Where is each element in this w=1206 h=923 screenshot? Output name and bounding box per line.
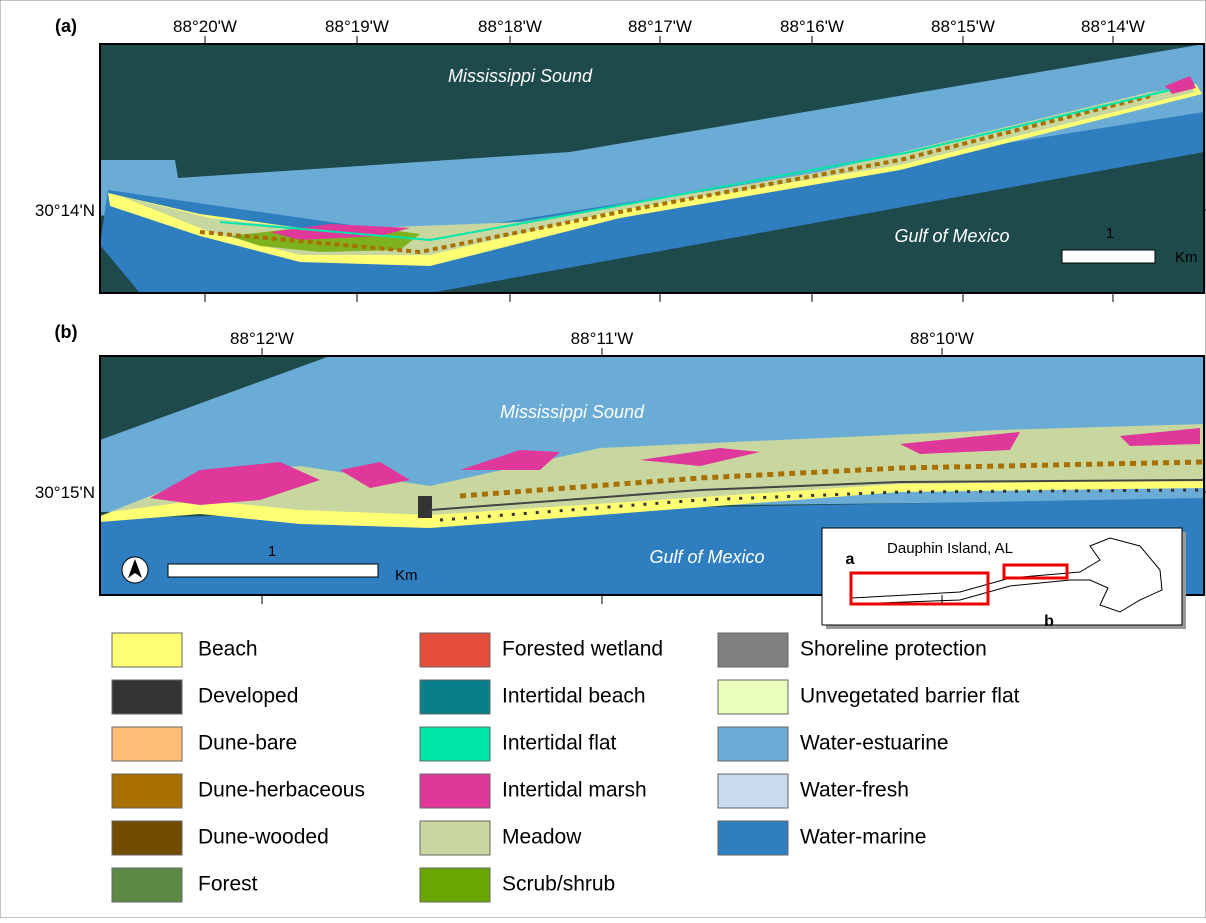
legend-swatch	[718, 727, 788, 761]
place-name: Mississippi Sound	[448, 66, 593, 86]
legend-label: Water-fresh	[800, 779, 909, 802]
legend-swatch	[420, 821, 490, 855]
legend-label: Scrub/shrub	[502, 873, 615, 896]
legend-swatch	[420, 727, 490, 761]
legend-swatch	[718, 633, 788, 667]
legend-label: Intertidal marsh	[502, 779, 647, 802]
inset-title: Dauphin Island, AL	[887, 540, 1013, 557]
lon-tick-label: 88°15'W	[931, 17, 995, 36]
scale-unit: Km	[395, 567, 418, 584]
place-name: Gulf of Mexico	[649, 547, 764, 567]
lon-tick-label: 88°17'W	[628, 17, 692, 36]
legend-swatch	[112, 868, 182, 902]
legend-swatch	[420, 633, 490, 667]
legend-label: Water-marine	[800, 826, 926, 849]
legend-label: Intertidal beach	[502, 685, 646, 708]
panel-label: (b)	[55, 322, 78, 342]
legend-label: Meadow	[502, 826, 582, 849]
legend-swatch	[112, 821, 182, 855]
legend-swatch	[112, 727, 182, 761]
legend-swatch	[420, 680, 490, 714]
legend-label: Dune-bare	[198, 732, 297, 755]
legend-swatch	[420, 774, 490, 808]
lon-tick-label: 88°14'W	[1081, 17, 1145, 36]
legend-label: Dune-herbaceous	[198, 779, 365, 802]
place-name: Mississippi Sound	[500, 402, 645, 422]
legend-swatch	[420, 868, 490, 902]
legend-swatch	[112, 774, 182, 808]
legend-swatch	[112, 633, 182, 667]
lon-tick-label: 88°19'W	[325, 17, 389, 36]
legend-label: Beach	[198, 638, 258, 661]
map-a	[100, 44, 1204, 293]
figure: (a) 88°20'W 88°19'W 88°18'W 88°17'W 88°16'W 88…	[0, 0, 1206, 918]
legend-swatch	[718, 680, 788, 714]
place-name: Gulf of Mexico	[894, 226, 1009, 246]
legend-label: Shoreline protection	[800, 638, 987, 661]
legend-label: Forest	[198, 873, 258, 896]
scale-distance: 1	[268, 543, 276, 560]
legend-swatch	[112, 680, 182, 714]
legend-label: Unvegetated barrier flat	[800, 685, 1020, 708]
inset-label: b	[1044, 613, 1054, 630]
lon-tick-label: 88°12'W	[230, 329, 294, 348]
panel-label: (a)	[55, 16, 77, 36]
lat-tick-label: 30°14'N	[35, 201, 95, 220]
lon-tick-label: 88°16'W	[780, 17, 844, 36]
legend-label: Forested wetland	[502, 638, 663, 661]
legend-swatch	[718, 821, 788, 855]
legend-label: Water-estuarine	[800, 732, 949, 755]
scale-distance: 1	[1106, 225, 1114, 242]
scale-bar-b	[168, 564, 378, 577]
lon-tick-label: 88°10'W	[910, 329, 974, 348]
legend-label: Intertidal flat	[502, 732, 617, 755]
legend-label: Dune-wooded	[198, 826, 329, 849]
legend-swatch	[718, 774, 788, 808]
scale-unit: Km	[1175, 249, 1198, 266]
inset-label: a	[846, 551, 855, 568]
scale-bar-a	[1062, 250, 1155, 263]
legend-label: Developed	[198, 685, 298, 708]
lon-tick-label: 88°18'W	[478, 17, 542, 36]
lon-tick-label: 88°20'W	[173, 17, 237, 36]
lat-tick-label: 30°15'N	[35, 483, 95, 502]
lon-tick-label: 88°11'W	[571, 329, 634, 348]
